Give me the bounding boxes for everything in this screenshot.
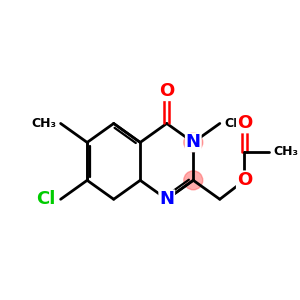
Text: CH₃: CH₃ xyxy=(31,117,56,130)
Text: N: N xyxy=(159,190,174,208)
Text: O: O xyxy=(237,171,252,189)
Circle shape xyxy=(184,171,203,190)
Text: CH₃: CH₃ xyxy=(274,146,299,158)
Text: O: O xyxy=(237,115,252,133)
Circle shape xyxy=(184,133,203,152)
Text: O: O xyxy=(159,82,174,100)
Text: Cl: Cl xyxy=(37,190,56,208)
Text: CH₃: CH₃ xyxy=(224,117,250,130)
Text: N: N xyxy=(186,134,201,152)
